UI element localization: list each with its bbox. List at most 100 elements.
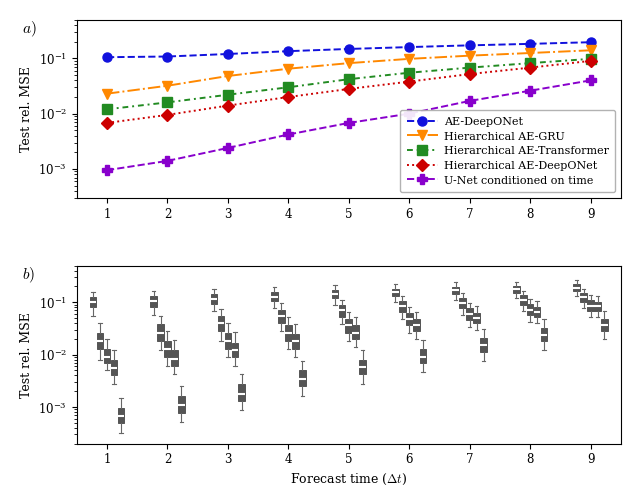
PathPatch shape: [164, 341, 171, 357]
PathPatch shape: [211, 294, 218, 304]
Hierarchical AE-Transformer: [224, 92, 232, 98]
Hierarchical AE-Transformer: [285, 84, 292, 90]
Hierarchical AE-GRU: [345, 60, 353, 66]
U-Net conditioned on time: [103, 167, 111, 173]
Hierarchical AE-GRU: [466, 53, 474, 59]
PathPatch shape: [406, 313, 413, 325]
PathPatch shape: [299, 370, 305, 386]
PathPatch shape: [353, 325, 359, 339]
U-Net conditioned on time: [526, 88, 534, 94]
PathPatch shape: [420, 349, 426, 363]
U-Net conditioned on time: [164, 158, 172, 164]
Hierarchical AE-DeepONet: [587, 58, 595, 64]
Hierarchical AE-Transformer: [405, 70, 413, 76]
Legend: AE-DeepONet, Hierarchical AE-GRU, Hierarchical AE-Transformer, Hierarchical AE-D: AE-DeepONet, Hierarchical AE-GRU, Hierar…: [400, 109, 615, 192]
Line: Hierarchical AE-DeepONet: Hierarchical AE-DeepONet: [102, 56, 595, 127]
PathPatch shape: [413, 319, 420, 331]
U-Net conditioned on time: [466, 98, 474, 104]
Line: Hierarchical AE-GRU: Hierarchical AE-GRU: [102, 46, 595, 98]
Hierarchical AE-GRU: [285, 66, 292, 71]
PathPatch shape: [601, 319, 608, 331]
PathPatch shape: [118, 408, 124, 423]
PathPatch shape: [225, 333, 231, 349]
Hierarchical AE-GRU: [587, 47, 595, 53]
PathPatch shape: [452, 287, 459, 294]
AE-DeepONet: [164, 54, 172, 60]
PathPatch shape: [534, 307, 540, 317]
PathPatch shape: [467, 308, 473, 320]
Hierarchical AE-Transformer: [164, 100, 172, 106]
Hierarchical AE-Transformer: [345, 76, 353, 82]
Text: $a)$: $a)$: [22, 20, 37, 39]
PathPatch shape: [513, 286, 520, 293]
Y-axis label: Test rel. MSE: Test rel. MSE: [20, 66, 33, 152]
PathPatch shape: [588, 300, 594, 311]
PathPatch shape: [111, 360, 117, 376]
PathPatch shape: [541, 328, 547, 341]
PathPatch shape: [90, 297, 97, 307]
PathPatch shape: [292, 334, 299, 349]
U-Net conditioned on time: [285, 132, 292, 138]
PathPatch shape: [232, 343, 238, 357]
PathPatch shape: [97, 333, 104, 349]
PathPatch shape: [171, 351, 178, 366]
PathPatch shape: [594, 302, 601, 311]
PathPatch shape: [360, 360, 366, 374]
Hierarchical AE-DeepONet: [224, 103, 232, 108]
PathPatch shape: [580, 293, 587, 302]
PathPatch shape: [399, 301, 406, 313]
U-Net conditioned on time: [345, 120, 353, 126]
Hierarchical AE-GRU: [526, 50, 534, 56]
AE-DeepONet: [224, 51, 232, 57]
PathPatch shape: [460, 298, 466, 309]
U-Net conditioned on time: [587, 77, 595, 83]
Line: U-Net conditioned on time: U-Net conditioned on time: [102, 76, 595, 175]
Hierarchical AE-DeepONet: [164, 112, 172, 118]
Hierarchical AE-GRU: [164, 83, 172, 89]
Line: AE-DeepONet: AE-DeepONet: [102, 37, 595, 62]
AE-DeepONet: [587, 39, 595, 45]
Hierarchical AE-Transformer: [587, 56, 595, 62]
PathPatch shape: [104, 349, 110, 363]
PathPatch shape: [527, 304, 534, 316]
PathPatch shape: [285, 325, 292, 341]
Hierarchical AE-GRU: [103, 91, 111, 97]
PathPatch shape: [339, 305, 345, 317]
PathPatch shape: [332, 290, 338, 298]
X-axis label: Forecast time ($\Delta t$): Forecast time ($\Delta t$): [290, 472, 408, 487]
Hierarchical AE-DeepONet: [466, 71, 474, 77]
Hierarchical AE-GRU: [405, 56, 413, 62]
Hierarchical AE-DeepONet: [526, 65, 534, 70]
Text: $b)$: $b)$: [22, 266, 35, 285]
PathPatch shape: [150, 296, 157, 307]
U-Net conditioned on time: [405, 111, 413, 117]
PathPatch shape: [218, 316, 224, 331]
U-Net conditioned on time: [224, 145, 232, 151]
PathPatch shape: [278, 310, 285, 323]
PathPatch shape: [346, 319, 352, 333]
PathPatch shape: [480, 338, 487, 352]
PathPatch shape: [157, 324, 164, 341]
PathPatch shape: [520, 295, 527, 305]
PathPatch shape: [573, 284, 580, 291]
Hierarchical AE-DeepONet: [103, 120, 111, 126]
Hierarchical AE-Transformer: [466, 65, 474, 70]
PathPatch shape: [392, 288, 399, 296]
Hierarchical AE-DeepONet: [285, 94, 292, 100]
Hierarchical AE-DeepONet: [345, 86, 353, 92]
PathPatch shape: [271, 292, 278, 301]
AE-DeepONet: [405, 44, 413, 50]
AE-DeepONet: [285, 48, 292, 54]
PathPatch shape: [178, 396, 185, 413]
Hierarchical AE-Transformer: [103, 106, 111, 112]
AE-DeepONet: [526, 41, 534, 47]
PathPatch shape: [474, 313, 480, 323]
Line: Hierarchical AE-Transformer: Hierarchical AE-Transformer: [102, 54, 595, 114]
Hierarchical AE-GRU: [224, 73, 232, 79]
Hierarchical AE-Transformer: [526, 60, 534, 66]
AE-DeepONet: [466, 42, 474, 48]
AE-DeepONet: [103, 54, 111, 60]
PathPatch shape: [239, 385, 245, 401]
AE-DeepONet: [345, 46, 353, 52]
Y-axis label: Test rel. MSE: Test rel. MSE: [20, 312, 33, 397]
